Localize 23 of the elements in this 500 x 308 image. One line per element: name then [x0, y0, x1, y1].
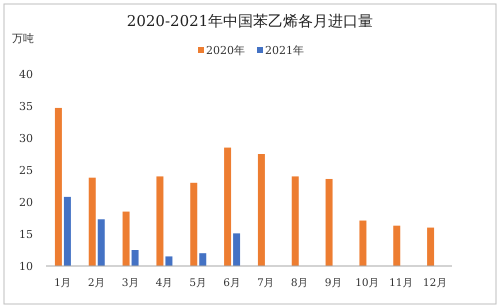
y-tick-label: 25 [19, 164, 33, 177]
y-tick-label: 10 [19, 260, 33, 273]
x-tick-label: 4月 [156, 277, 174, 289]
y-tick-label: 15 [19, 228, 33, 241]
y-tick-label: 30 [19, 132, 33, 145]
y-tick-label: 40 [19, 68, 33, 81]
legend-label: 2020年 [206, 44, 245, 57]
x-tick-label: 8月 [290, 277, 309, 289]
x-tick-label: 6月 [223, 277, 241, 289]
x-tick-label: 12月 [422, 277, 448, 289]
legend-label: 2021年 [265, 44, 304, 57]
chart-title: 2020-2021年中国苯乙烯各月进口量 [126, 12, 374, 30]
x-tick-label: 7月 [257, 277, 275, 289]
y-axis-title: 万吨 [12, 32, 34, 45]
x-tick-label: 5月 [189, 277, 208, 289]
x-tick-label: 3月 [122, 277, 140, 289]
y-tick-label: 35 [19, 100, 33, 113]
x-tick-label: 1月 [54, 277, 72, 289]
x-tick-label: 11月 [389, 277, 414, 289]
x-tick-label: 2月 [88, 277, 106, 289]
x-tick-label: 9月 [324, 277, 342, 289]
y-tick-label: 20 [19, 196, 33, 209]
x-tick-label: 10月 [355, 277, 380, 289]
